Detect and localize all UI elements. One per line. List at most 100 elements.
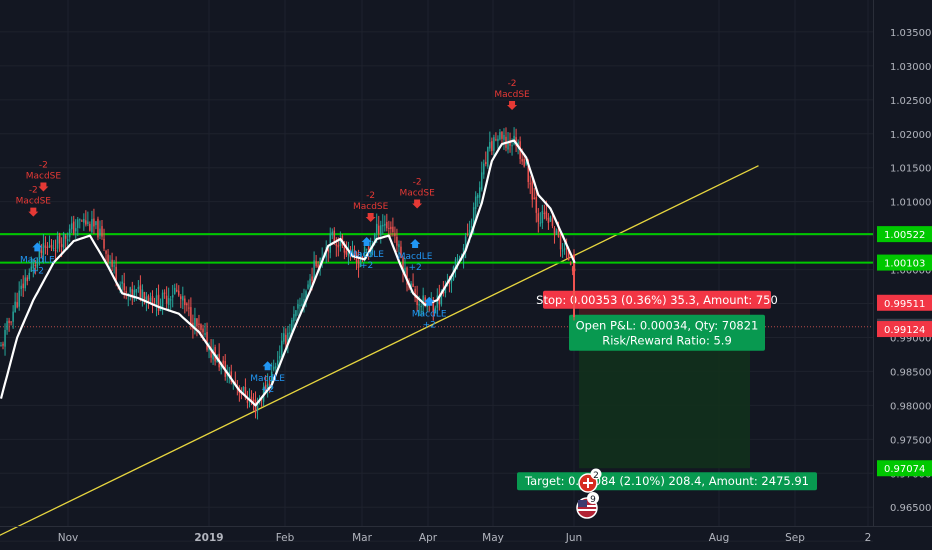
open-pnl-text: Open P&L: 0.00034, Qty: 70821 <box>576 319 759 333</box>
buy-signal: MacdLE+2 <box>250 361 285 395</box>
event-count: 2 <box>593 471 599 481</box>
candle <box>495 132 497 142</box>
candle <box>285 328 287 348</box>
candle <box>188 299 190 317</box>
candle <box>420 303 422 317</box>
candle <box>125 286 127 300</box>
candle <box>97 216 99 241</box>
events[interactable]: 29 <box>576 468 602 519</box>
price-axis[interactable]: 0.965000.970000.975000.980000.985000.990… <box>890 28 931 514</box>
price-pill-text: 0.99511 <box>884 299 925 310</box>
candle <box>329 227 332 259</box>
drawing-lines[interactable] <box>0 165 873 545</box>
signal-qty-label: +2 <box>31 266 44 276</box>
candle <box>165 286 168 309</box>
candle <box>315 254 317 268</box>
candle <box>497 135 499 149</box>
candle <box>135 288 138 301</box>
price-pill-text: 0.99124 <box>884 325 925 336</box>
time-tick-label: 2019 <box>194 532 223 544</box>
risk-reward-text: Risk/Reward Ratio: 5.9 <box>602 334 732 348</box>
candle <box>22 275 24 297</box>
candle <box>182 286 184 310</box>
candle <box>559 231 562 257</box>
candle <box>72 215 75 236</box>
candle <box>194 307 196 335</box>
buy-arrow-icon <box>262 361 273 371</box>
candle <box>89 221 91 232</box>
price-pill: 1.00522 <box>877 226 932 243</box>
time-tick-label: Aug <box>709 532 730 544</box>
price-tick-label: 0.96500 <box>890 503 931 514</box>
candle <box>487 146 489 169</box>
candle <box>281 332 283 361</box>
signal-name-label: MacdLE <box>412 310 447 320</box>
price-tick-label: 1.02500 <box>890 96 931 107</box>
signals: -2MacdSE-2MacdSEMacdLE+2MacdLE+2-2MacdSE… <box>16 79 530 395</box>
time-axis[interactable]: Nov 2019 Feb Mar Apr May Jun Aug Sep 2 <box>58 532 872 544</box>
candle <box>161 289 164 315</box>
candle <box>400 240 402 259</box>
signal-qty-label: +2 <box>360 261 373 271</box>
event-count: 9 <box>590 495 596 505</box>
price-pill: 1.00103 <box>877 254 932 271</box>
buy-signal: MacdLE+2 <box>20 242 55 276</box>
candle <box>74 219 77 239</box>
trendline[interactable] <box>0 165 759 545</box>
candle <box>485 151 487 167</box>
candle <box>252 393 255 411</box>
stop-label[interactable]: Stop: 0.00353 (0.36%) 35.3, Amount: 750 <box>536 290 778 309</box>
candle <box>537 208 540 233</box>
candle <box>0 341 2 347</box>
time-tick-label: Nov <box>58 532 79 544</box>
candle <box>186 302 188 312</box>
candle <box>46 242 49 256</box>
candle <box>178 285 180 297</box>
candle <box>293 306 295 331</box>
position-tool[interactable]: Stop: 0.00353 (0.36%) 35.3, Amount: 750 O… <box>517 290 817 491</box>
candle <box>489 131 491 152</box>
candle <box>36 257 39 272</box>
price-tick-label: 1.03000 <box>890 62 931 73</box>
candle <box>307 280 309 290</box>
sell-arrow-icon <box>412 199 423 209</box>
candle <box>28 268 31 282</box>
candle <box>499 129 501 141</box>
candle <box>478 181 481 204</box>
candle <box>68 224 71 242</box>
signal-name-label: MacdLE <box>250 374 285 384</box>
candle <box>493 134 495 158</box>
candle <box>357 249 360 278</box>
stop-label-text: Stop: 0.00353 (0.36%) 35.3, Amount: 750 <box>536 293 778 307</box>
candle <box>169 296 172 310</box>
candle <box>113 259 115 274</box>
candle <box>466 223 469 237</box>
candle <box>30 256 33 273</box>
price-pill-text: 1.00522 <box>884 230 925 241</box>
candle <box>238 385 241 402</box>
candle <box>444 280 447 298</box>
candle <box>533 187 536 200</box>
event-marker[interactable]: 9 <box>576 492 599 519</box>
candle <box>392 217 394 237</box>
candle <box>141 284 144 307</box>
candle <box>555 228 558 236</box>
target-label[interactable]: Target: 0.02084 (2.10%) 208.4, Amount: 2… <box>517 472 817 491</box>
time-tick-label: May <box>482 532 504 544</box>
event-marker[interactable]: 2 <box>578 468 602 493</box>
signal-name-label: MacdLE <box>349 250 384 260</box>
price-pill: 0.99124 <box>877 321 932 338</box>
candle <box>543 204 546 220</box>
candle <box>12 305 14 329</box>
pnl-label[interactable]: Open P&L: 0.00034, Qty: 70821Risk/Reward… <box>569 314 765 351</box>
time-tick-label: Feb <box>276 532 295 544</box>
candle <box>289 323 291 338</box>
candle <box>16 292 18 309</box>
candle <box>121 275 123 294</box>
candle <box>91 210 93 234</box>
signal-qty-label: +2 <box>261 385 274 395</box>
